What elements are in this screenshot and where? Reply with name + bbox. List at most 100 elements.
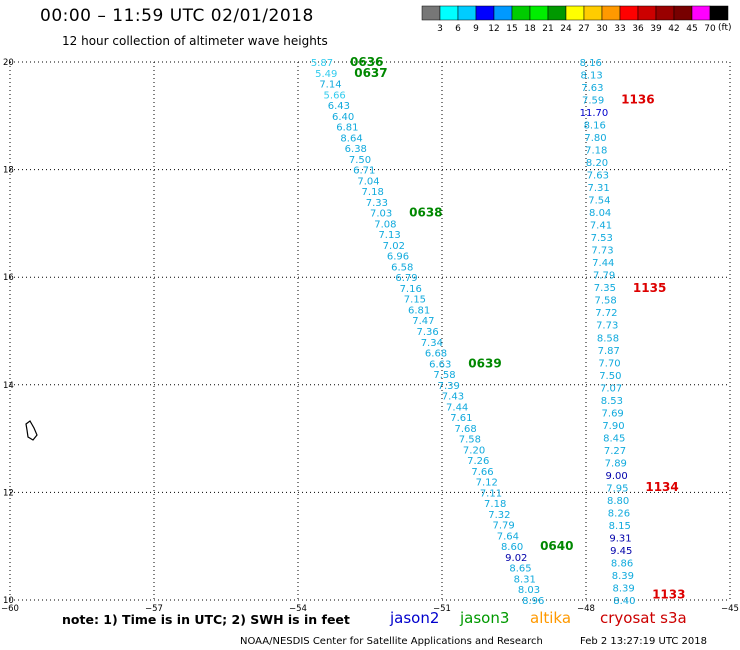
track2-swh-value: 7.41	[590, 221, 612, 232]
track1-time-label: 0639	[468, 356, 501, 370]
track2-swh-value: 8.15	[609, 521, 631, 532]
colorbar-label: 9	[473, 24, 479, 34]
track1-swh-value: 6.40	[332, 112, 354, 123]
colorbar-swatch	[691, 5, 711, 21]
track2-swh-value: 7.72	[595, 308, 617, 319]
track1-swh-value: 7.20	[463, 445, 485, 456]
track2-swh-value: 8.53	[601, 396, 623, 407]
track2-swh-value: 7.50	[599, 371, 621, 382]
track1-swh-value: 7.26	[467, 456, 489, 467]
colorbar-label: 39	[650, 24, 662, 34]
track1-swh-value: 7.13	[378, 230, 400, 241]
track1-swh-value: 6.38	[345, 144, 367, 155]
colorbar-swatch	[565, 5, 585, 21]
track1-swh-value: 7.18	[484, 499, 506, 510]
x-tick-label: −48	[577, 604, 595, 614]
track2-swh-value: 7.53	[591, 233, 613, 244]
colorbar-swatch	[709, 5, 729, 21]
track1-time-label: 0640	[540, 539, 573, 553]
track1-swh-value: 5.66	[324, 90, 346, 101]
colorbar-swatch	[529, 5, 549, 21]
track1-swh-value: 7.03	[370, 209, 392, 220]
colorbar-label: 18	[524, 24, 536, 34]
track1-swh-value: 7.58	[433, 370, 455, 381]
track1-swh-value: 7.36	[416, 327, 438, 338]
colorbar-units: (ft)	[718, 23, 732, 33]
track1-swh-value: 8.03	[518, 585, 540, 596]
colorbar-swatch	[655, 5, 675, 21]
track1-swh-value: 5.49	[315, 69, 337, 80]
colorbar-label: 3	[437, 24, 443, 34]
track1-swh-value: 7.58	[459, 435, 481, 446]
y-tick-label: 16	[3, 273, 14, 283]
colorbar-swatch	[637, 5, 657, 21]
track2-swh-value: 8.86	[611, 558, 633, 569]
track2-swh-value: 7.18	[585, 146, 607, 157]
legend-jason2: jason2	[390, 609, 440, 627]
track1-swh-value: 6.81	[336, 123, 358, 134]
track1-swh-value: 6.43	[328, 101, 350, 112]
legend-note: note: 1) Time is in UTC; 2) SWH is in fe…	[62, 612, 350, 627]
track1-swh-value: 7.14	[319, 80, 341, 91]
y-tick-label: 12	[3, 488, 14, 498]
track2-swh-value: 7.58	[595, 296, 617, 307]
track1-swh-value: 7.39	[438, 381, 460, 392]
track2-swh-value: 7.95	[606, 483, 628, 494]
track1-swh-value: 8.64	[340, 133, 362, 144]
track2-swh-value: 7.44	[592, 258, 614, 269]
x-tick-label: −57	[145, 604, 163, 614]
colorbar-swatch	[601, 5, 621, 21]
track1-swh-value: 6.71	[353, 166, 375, 177]
colorbar-label: 12	[488, 24, 499, 34]
track2-swh-value: 9.31	[609, 533, 631, 544]
colorbar-label: 45	[686, 24, 697, 34]
x-tick-label: −54	[289, 604, 307, 614]
track2-swh-value: 8.58	[597, 333, 619, 344]
track1-swh-value: 7.32	[488, 510, 510, 521]
colorbar-label: 42	[668, 24, 679, 34]
track1-swh-value: 6.58	[391, 262, 413, 273]
track2-swh-value: 7.79	[593, 271, 615, 282]
track2-swh-value: 7.27	[604, 446, 626, 457]
legend-cryosat: cryosat s3a	[600, 609, 687, 627]
track1-swh-value: 7.34	[421, 338, 443, 349]
footer-timestamp: Feb 2 13:27:19 UTC 2018	[580, 636, 707, 647]
track1-swh-value: 7.04	[357, 176, 379, 187]
track1-swh-value: 7.44	[446, 402, 468, 413]
track1-swh-value: 7.02	[383, 241, 405, 252]
colorbar-label: 15	[506, 24, 517, 34]
track1-swh-value: 8.96	[522, 596, 544, 607]
track1-swh-value: 7.61	[450, 413, 472, 424]
colorbar-swatch	[457, 5, 477, 21]
colorbar-swatch	[493, 5, 513, 21]
colorbar-label: 70	[704, 24, 716, 34]
legend-jason3: jason3	[460, 609, 510, 627]
track2-swh-value: 8.16	[584, 121, 606, 132]
track1-swh-value: 7.50	[349, 155, 371, 166]
track2-swh-value: 7.59	[582, 96, 604, 107]
track1-swh-value: 7.68	[454, 424, 476, 435]
colorbar-swatch	[421, 5, 441, 21]
colorbar-label: 21	[542, 24, 553, 34]
track2-swh-value: 7.70	[598, 358, 620, 369]
track2-swh-value: 8.40	[613, 596, 635, 607]
track2-time-label: 1135	[633, 281, 666, 295]
colorbar-swatch	[583, 5, 603, 21]
track2-swh-value: 7.35	[594, 283, 616, 294]
track2-swh-value: 7.63	[581, 83, 603, 94]
track1-swh-value: 7.11	[480, 488, 502, 499]
track2-swh-value: 7.73	[596, 321, 618, 332]
track2-swh-value: 8.16	[580, 58, 602, 69]
colorbar-label: 30	[596, 24, 608, 34]
colorbar-swatch	[475, 5, 495, 21]
track2-swh-value: 8.39	[612, 571, 634, 582]
track1-swh-value: 6.68	[425, 349, 447, 360]
colorbar-swatch	[439, 5, 459, 21]
track2-swh-value: 7.54	[588, 196, 610, 207]
track2-swh-value: 9.00	[605, 471, 627, 482]
track1-swh-value: 7.08	[374, 219, 396, 230]
track2-swh-value: 7.63	[587, 171, 609, 182]
track2-swh-value: 11.70	[580, 108, 609, 119]
track2-swh-value: 7.31	[587, 183, 609, 194]
track1-swh-value: 7.33	[366, 198, 388, 209]
